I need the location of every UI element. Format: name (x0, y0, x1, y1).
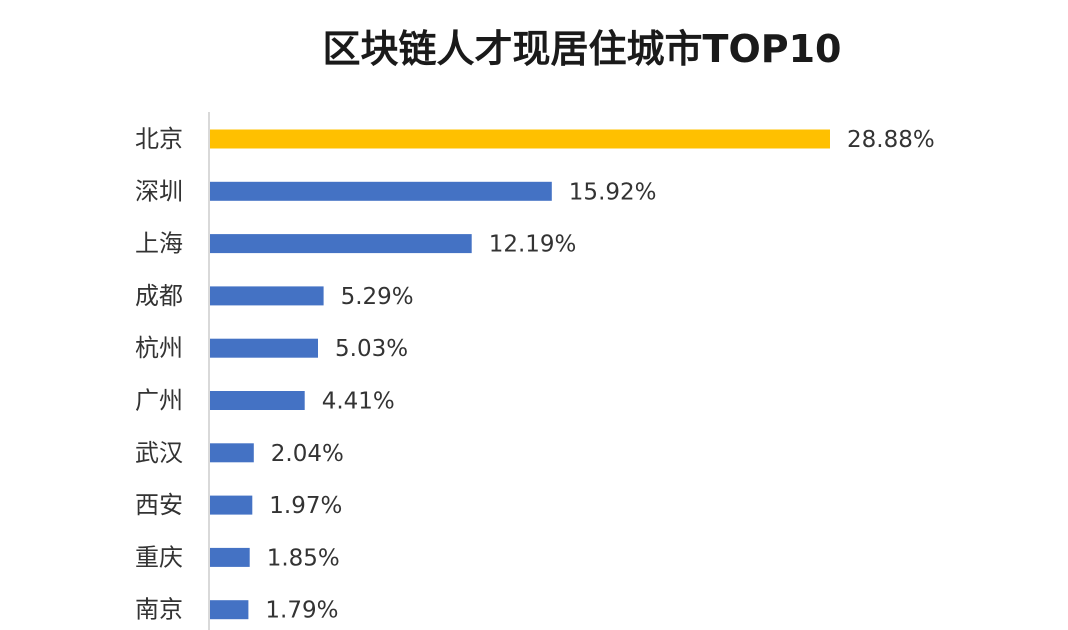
bar (210, 547, 250, 567)
bar (210, 443, 254, 463)
data-label: 5.03% (335, 336, 408, 362)
bars-group (210, 129, 830, 620)
bar (210, 391, 305, 410)
bar (210, 495, 253, 515)
value-labels-group: 28.88% 15.92% 12.19% 5.29% 5.03% 4.41% 2.04% 1.… (265, 127, 934, 624)
category-label: 西安 (135, 491, 183, 519)
category-label: 武汉 (135, 439, 183, 467)
data-label: 1.97% (269, 493, 342, 519)
data-label: 28.88% (847, 127, 935, 153)
category-label: 深圳 (135, 177, 183, 205)
bar (210, 129, 830, 149)
category-label: 杭州 (135, 334, 183, 362)
data-label: 12.19% (489, 232, 577, 258)
bar (210, 234, 472, 254)
category-label: 上海 (135, 230, 183, 258)
category-label: 成都 (135, 282, 183, 310)
category-label: 北京 (135, 125, 183, 153)
data-label: 1.79% (265, 598, 338, 624)
data-label: 5.29% (341, 284, 414, 310)
category-label: 南京 (135, 596, 183, 624)
data-label: 1.85% (267, 545, 340, 571)
data-label: 4.41% (322, 389, 395, 415)
bar (210, 181, 552, 201)
category-label: 广州 (135, 387, 183, 415)
category-label: 重庆 (135, 543, 183, 571)
bar (210, 286, 324, 306)
bar (210, 600, 249, 620)
bar (210, 338, 318, 358)
data-label: 15.92% (569, 179, 657, 205)
data-label: 2.04% (271, 441, 344, 467)
chart-title: 区块链人才现居住城市TOP10 (323, 27, 842, 71)
